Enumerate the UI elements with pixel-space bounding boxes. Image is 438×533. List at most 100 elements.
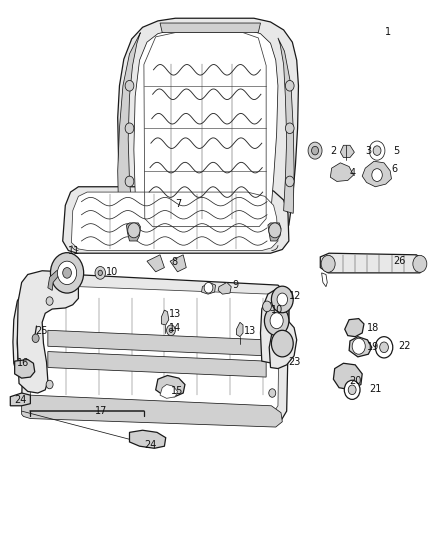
Polygon shape (261, 289, 289, 364)
Polygon shape (333, 364, 362, 390)
Polygon shape (278, 38, 294, 213)
Polygon shape (11, 393, 30, 406)
Polygon shape (340, 146, 354, 158)
Text: 14: 14 (169, 322, 181, 333)
Circle shape (321, 255, 335, 272)
Circle shape (375, 337, 393, 358)
Circle shape (63, 268, 71, 278)
Text: 3: 3 (365, 146, 371, 156)
Polygon shape (118, 18, 298, 243)
Polygon shape (21, 395, 283, 427)
Polygon shape (17, 271, 78, 393)
Text: 16: 16 (17, 358, 29, 368)
Circle shape (128, 223, 140, 238)
Circle shape (272, 330, 293, 357)
Text: 25: 25 (35, 326, 47, 336)
Circle shape (277, 293, 288, 306)
Circle shape (344, 380, 360, 399)
Text: 13: 13 (244, 326, 257, 336)
Circle shape (263, 301, 272, 312)
Polygon shape (48, 330, 266, 356)
Polygon shape (63, 187, 289, 253)
Circle shape (286, 176, 294, 187)
Circle shape (369, 141, 385, 160)
Text: 17: 17 (95, 406, 107, 416)
Polygon shape (127, 223, 141, 241)
Polygon shape (48, 269, 65, 290)
Circle shape (272, 286, 293, 313)
Text: 11: 11 (68, 246, 81, 255)
Polygon shape (237, 322, 243, 337)
Polygon shape (345, 319, 364, 337)
Circle shape (373, 146, 381, 156)
Circle shape (352, 338, 365, 354)
Text: 12: 12 (289, 290, 301, 301)
Text: 13: 13 (169, 309, 181, 319)
Circle shape (125, 176, 134, 187)
Circle shape (125, 123, 134, 134)
Text: 1: 1 (385, 27, 391, 37)
Text: 5: 5 (394, 146, 400, 156)
Circle shape (269, 389, 276, 397)
Text: 2: 2 (330, 146, 336, 156)
Text: 6: 6 (392, 164, 398, 174)
Polygon shape (320, 253, 425, 273)
Circle shape (98, 270, 102, 276)
Text: 19: 19 (367, 342, 380, 352)
Text: 10: 10 (271, 305, 283, 315)
Circle shape (413, 255, 427, 272)
Circle shape (270, 313, 283, 329)
Text: 23: 23 (288, 357, 300, 367)
Text: 20: 20 (349, 376, 361, 386)
Circle shape (311, 147, 318, 155)
Polygon shape (130, 430, 166, 448)
Text: 4: 4 (350, 168, 356, 179)
Polygon shape (170, 255, 186, 272)
Polygon shape (362, 161, 392, 187)
Text: 22: 22 (398, 341, 410, 351)
Polygon shape (13, 287, 42, 375)
Circle shape (265, 306, 289, 336)
Circle shape (372, 168, 382, 181)
Polygon shape (268, 223, 281, 241)
Circle shape (32, 334, 39, 343)
Text: 8: 8 (171, 257, 177, 267)
Polygon shape (161, 310, 169, 325)
Polygon shape (349, 337, 372, 357)
Text: 18: 18 (367, 322, 379, 333)
Text: 9: 9 (232, 280, 238, 290)
Text: 24: 24 (14, 395, 26, 406)
Polygon shape (160, 384, 177, 398)
Circle shape (95, 266, 106, 279)
Text: 10: 10 (106, 267, 118, 277)
Circle shape (380, 342, 389, 353)
Circle shape (286, 123, 294, 134)
Circle shape (46, 380, 53, 389)
Text: 15: 15 (171, 386, 184, 397)
Polygon shape (160, 23, 261, 33)
Polygon shape (134, 29, 278, 235)
Circle shape (269, 302, 276, 311)
Circle shape (125, 80, 134, 91)
Polygon shape (14, 360, 35, 378)
Polygon shape (330, 163, 353, 181)
Polygon shape (269, 321, 297, 368)
Text: 21: 21 (370, 384, 382, 394)
Circle shape (348, 385, 356, 394)
Circle shape (50, 253, 84, 293)
Circle shape (286, 80, 294, 91)
Circle shape (169, 328, 173, 333)
Circle shape (57, 261, 77, 285)
Text: 7: 7 (175, 199, 182, 209)
Circle shape (308, 142, 322, 159)
Circle shape (46, 297, 53, 305)
Polygon shape (30, 285, 279, 418)
Circle shape (269, 223, 281, 238)
Circle shape (204, 282, 213, 293)
Text: 26: 26 (393, 256, 405, 266)
Polygon shape (71, 192, 278, 251)
Polygon shape (21, 273, 289, 425)
Polygon shape (201, 282, 215, 294)
Circle shape (166, 325, 175, 336)
Polygon shape (155, 375, 185, 397)
